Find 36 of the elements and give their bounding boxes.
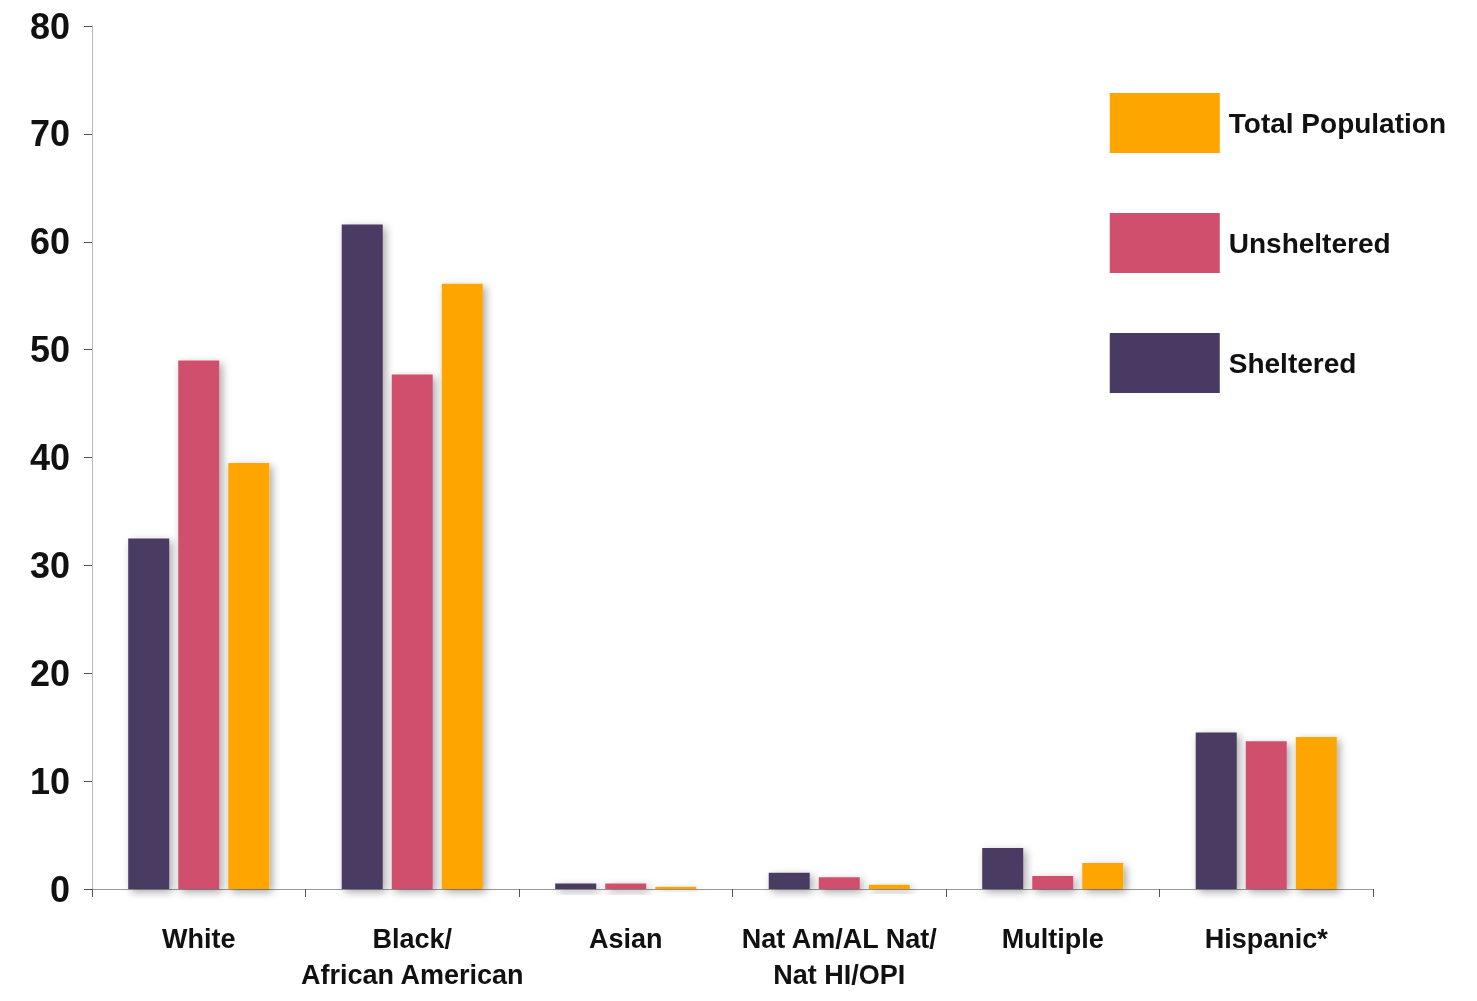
bar (982, 848, 1024, 889)
y-tick-label: 0 (49, 868, 70, 910)
y-tick-label: 40 (29, 437, 70, 478)
y-tick-label: 60 (29, 221, 70, 263)
bar (1245, 741, 1287, 889)
y-tick-label: 50 (29, 329, 70, 371)
y-tick-label: 10 (29, 760, 70, 802)
y-tick-label: 70 (29, 113, 70, 155)
bar (555, 883, 597, 889)
x-tick-label: Asian (588, 924, 663, 954)
bar (605, 883, 647, 889)
y-tick-label: 30 (29, 544, 70, 586)
bar (1082, 863, 1124, 889)
x-tick-label: Black/ African American (300, 924, 524, 990)
x-tick-label: White (162, 924, 236, 954)
bar (178, 360, 220, 889)
y-tick-label: 80 (29, 5, 70, 47)
x-tick-label: Multiple (1001, 924, 1104, 954)
bar (341, 224, 383, 889)
x-tick-label: Nat Am/AL Nat/ Nat HI/OPI (741, 924, 938, 990)
legend-label: Total Population (1228, 107, 1446, 139)
y-tick-label: 20 (29, 652, 70, 694)
bar (441, 283, 483, 889)
bar (1195, 732, 1237, 889)
x-tick-label: Hispanic* (1204, 924, 1329, 954)
bar (128, 538, 170, 889)
bar (768, 872, 810, 889)
bar (868, 884, 910, 889)
bar (1032, 876, 1074, 889)
bar (818, 877, 860, 889)
legend-label: Sheltered (1228, 347, 1357, 379)
bar (228, 462, 270, 889)
bar (1295, 736, 1337, 889)
bar (391, 374, 433, 889)
legend-label: Unsheltered (1228, 227, 1391, 259)
bar (655, 886, 697, 889)
